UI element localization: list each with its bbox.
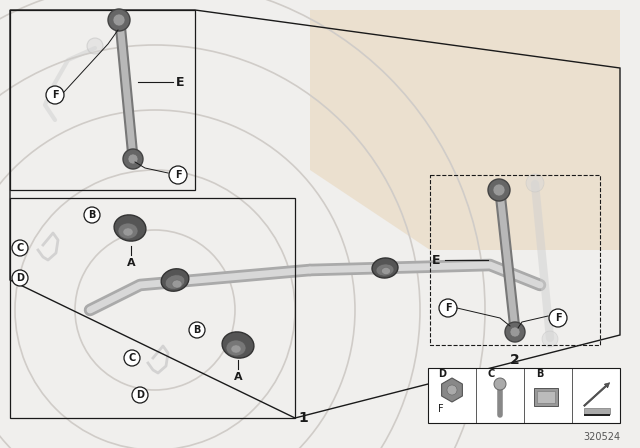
Ellipse shape: [118, 223, 138, 239]
Ellipse shape: [372, 258, 398, 278]
Circle shape: [439, 299, 457, 317]
Bar: [537, 391, 555, 403]
Text: F: F: [555, 313, 561, 323]
Circle shape: [123, 149, 143, 169]
FancyArrow shape: [584, 383, 610, 406]
Circle shape: [493, 184, 505, 196]
Ellipse shape: [222, 332, 254, 358]
Text: B: B: [88, 210, 96, 220]
Text: F: F: [445, 303, 451, 313]
Text: C: C: [488, 369, 495, 379]
Circle shape: [510, 327, 520, 337]
Circle shape: [113, 14, 125, 26]
Text: C: C: [129, 353, 136, 363]
Text: A: A: [234, 372, 243, 382]
Text: 1: 1: [298, 411, 308, 425]
Text: F: F: [175, 170, 181, 180]
Circle shape: [169, 166, 187, 184]
Bar: [584, 414, 610, 416]
Text: B: B: [536, 369, 543, 379]
Bar: [534, 388, 558, 406]
Circle shape: [124, 350, 140, 366]
Circle shape: [12, 270, 28, 286]
Circle shape: [12, 240, 28, 256]
Text: C: C: [17, 243, 24, 253]
Circle shape: [526, 174, 544, 192]
Circle shape: [189, 322, 205, 338]
Text: A: A: [127, 258, 135, 268]
Ellipse shape: [376, 264, 394, 276]
Polygon shape: [310, 10, 620, 250]
Text: B: B: [193, 325, 201, 335]
Text: F: F: [52, 90, 58, 100]
Text: 2: 2: [510, 353, 520, 367]
Circle shape: [447, 385, 457, 395]
Ellipse shape: [231, 345, 241, 353]
Ellipse shape: [114, 215, 146, 241]
Text: D: D: [16, 273, 24, 283]
Circle shape: [505, 322, 525, 342]
Circle shape: [488, 179, 510, 201]
Ellipse shape: [123, 228, 133, 236]
Circle shape: [132, 387, 148, 403]
Bar: [428, 368, 620, 423]
Text: E: E: [176, 76, 184, 89]
Circle shape: [87, 38, 103, 54]
Circle shape: [542, 331, 558, 347]
Text: 320524: 320524: [583, 432, 620, 442]
Bar: [584, 408, 610, 414]
Circle shape: [549, 309, 567, 327]
Circle shape: [108, 9, 130, 31]
Text: D: D: [438, 369, 446, 379]
Ellipse shape: [165, 275, 185, 289]
Circle shape: [494, 378, 506, 390]
Bar: [10, 10, 195, 190]
Circle shape: [84, 207, 100, 223]
Circle shape: [46, 86, 64, 104]
Ellipse shape: [226, 340, 246, 356]
Ellipse shape: [381, 267, 390, 275]
Text: D: D: [136, 390, 144, 400]
Text: F: F: [438, 404, 444, 414]
Ellipse shape: [172, 280, 182, 288]
Bar: [10, 198, 295, 418]
Ellipse shape: [161, 269, 189, 291]
Circle shape: [128, 154, 138, 164]
Text: E: E: [431, 254, 440, 267]
